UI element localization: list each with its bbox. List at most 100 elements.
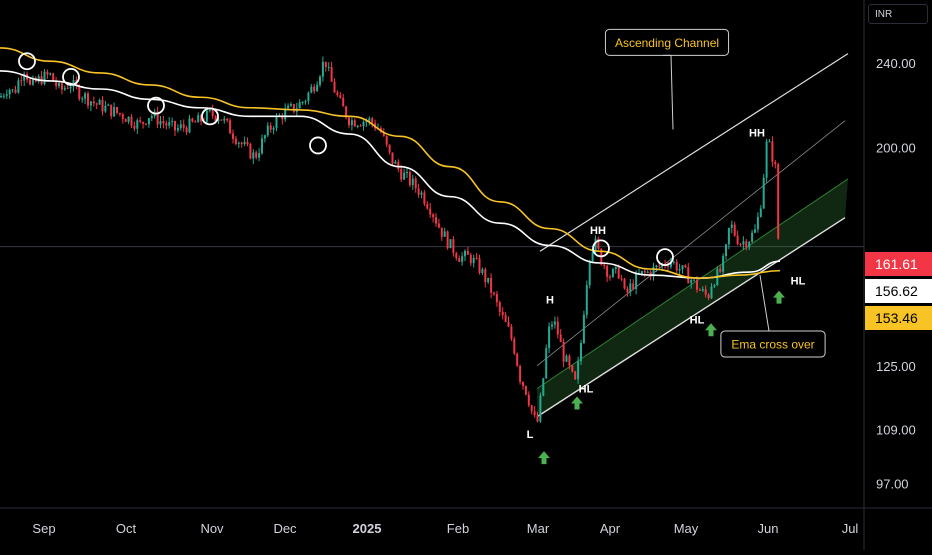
candle-body [179, 124, 182, 128]
candle-body [458, 258, 461, 262]
callout-box [720, 330, 826, 358]
candle-body [316, 84, 319, 92]
candle-body [411, 178, 414, 186]
candle-body [597, 238, 600, 249]
up-arrow-icon [773, 290, 785, 304]
candle-body [658, 265, 661, 267]
candle-body [403, 172, 406, 180]
candle-body [478, 258, 481, 273]
ema-white-line [0, 70, 781, 279]
candle-body [632, 283, 635, 290]
channel-mid-line [536, 120, 846, 367]
candle-body [603, 264, 606, 266]
candle-body [461, 256, 464, 262]
candle-body [568, 355, 571, 366]
candle-body [690, 280, 693, 284]
candle-body [339, 95, 342, 98]
currency-label[interactable]: INR [868, 4, 928, 24]
candle-body [672, 261, 675, 263]
time-tick-label: Mar [527, 521, 550, 536]
candle-body [701, 289, 704, 291]
candle-body [530, 405, 533, 412]
callout-pointer [759, 274, 770, 332]
candle-body [29, 79, 31, 85]
candle-body [669, 262, 672, 267]
candle-body [449, 239, 452, 249]
candle-body [440, 227, 443, 237]
candle-body [37, 76, 40, 82]
candle-body [643, 270, 646, 273]
candle-body [582, 314, 585, 344]
candle-body [762, 177, 765, 209]
candle-body [8, 89, 11, 95]
pattern-label: HH [749, 127, 765, 139]
candle-body [698, 289, 701, 291]
time-tick-label: Dec [273, 521, 297, 536]
price-tick-label: 125.00 [876, 359, 916, 374]
candle-body [394, 161, 397, 164]
candle-body [539, 395, 542, 422]
candle-body [46, 71, 49, 75]
candle-body [359, 125, 362, 127]
candle-body [774, 161, 777, 165]
candle-body [324, 61, 327, 68]
candle-body [725, 244, 727, 256]
candle-body [174, 121, 176, 131]
time-tick-label: Jun [758, 521, 779, 536]
candle-body [713, 285, 716, 287]
callout[interactable]: Ema cross over [720, 330, 826, 358]
candle-body [249, 143, 252, 159]
candle-body [281, 115, 284, 120]
candle-body [89, 101, 92, 106]
candle-body [345, 106, 348, 118]
candle-body [14, 89, 17, 93]
candle-body [226, 118, 229, 121]
candle-body [205, 110, 208, 122]
candle-body [429, 208, 432, 215]
candle-body [745, 241, 748, 248]
candle-body [162, 121, 165, 124]
candle-body [63, 87, 66, 90]
swing-circle-marker [656, 248, 674, 267]
candle-body [684, 265, 687, 268]
candle-body [321, 61, 324, 77]
candle-body [165, 123, 168, 126]
candle-body [646, 271, 649, 273]
price-label-text: 153.46 [875, 310, 918, 326]
candle-body [263, 135, 266, 139]
candle-body [275, 116, 278, 129]
candle-body [11, 89, 14, 91]
channel-upper-line [539, 53, 849, 252]
callout[interactable]: Ascending Channel [604, 28, 730, 56]
candle-body [258, 153, 261, 158]
candle-body [748, 241, 751, 248]
candle-body [217, 119, 220, 122]
candle-body [5, 94, 8, 96]
candle-body [655, 265, 658, 268]
candle-body [287, 105, 290, 109]
candle-body [330, 66, 333, 82]
candle-body [255, 152, 258, 158]
candle-body [107, 104, 110, 106]
candle-body [95, 103, 98, 105]
swing-circle-marker [309, 136, 327, 155]
candle-body [417, 188, 420, 195]
candle-body [194, 121, 197, 123]
candle-body [475, 257, 478, 259]
callout-pointer [663, 54, 674, 130]
candle-body [266, 125, 269, 136]
candle-body [771, 141, 774, 162]
candle-body [574, 371, 577, 380]
candle-body [414, 178, 417, 189]
time-tick-label: Nov [200, 521, 224, 536]
candle-body [104, 105, 107, 112]
candle-body [551, 324, 553, 327]
candle-body [611, 269, 614, 278]
price-label-text: 156.62 [875, 283, 918, 299]
candle-body [43, 71, 46, 85]
ema-yellow-line [0, 47, 781, 279]
